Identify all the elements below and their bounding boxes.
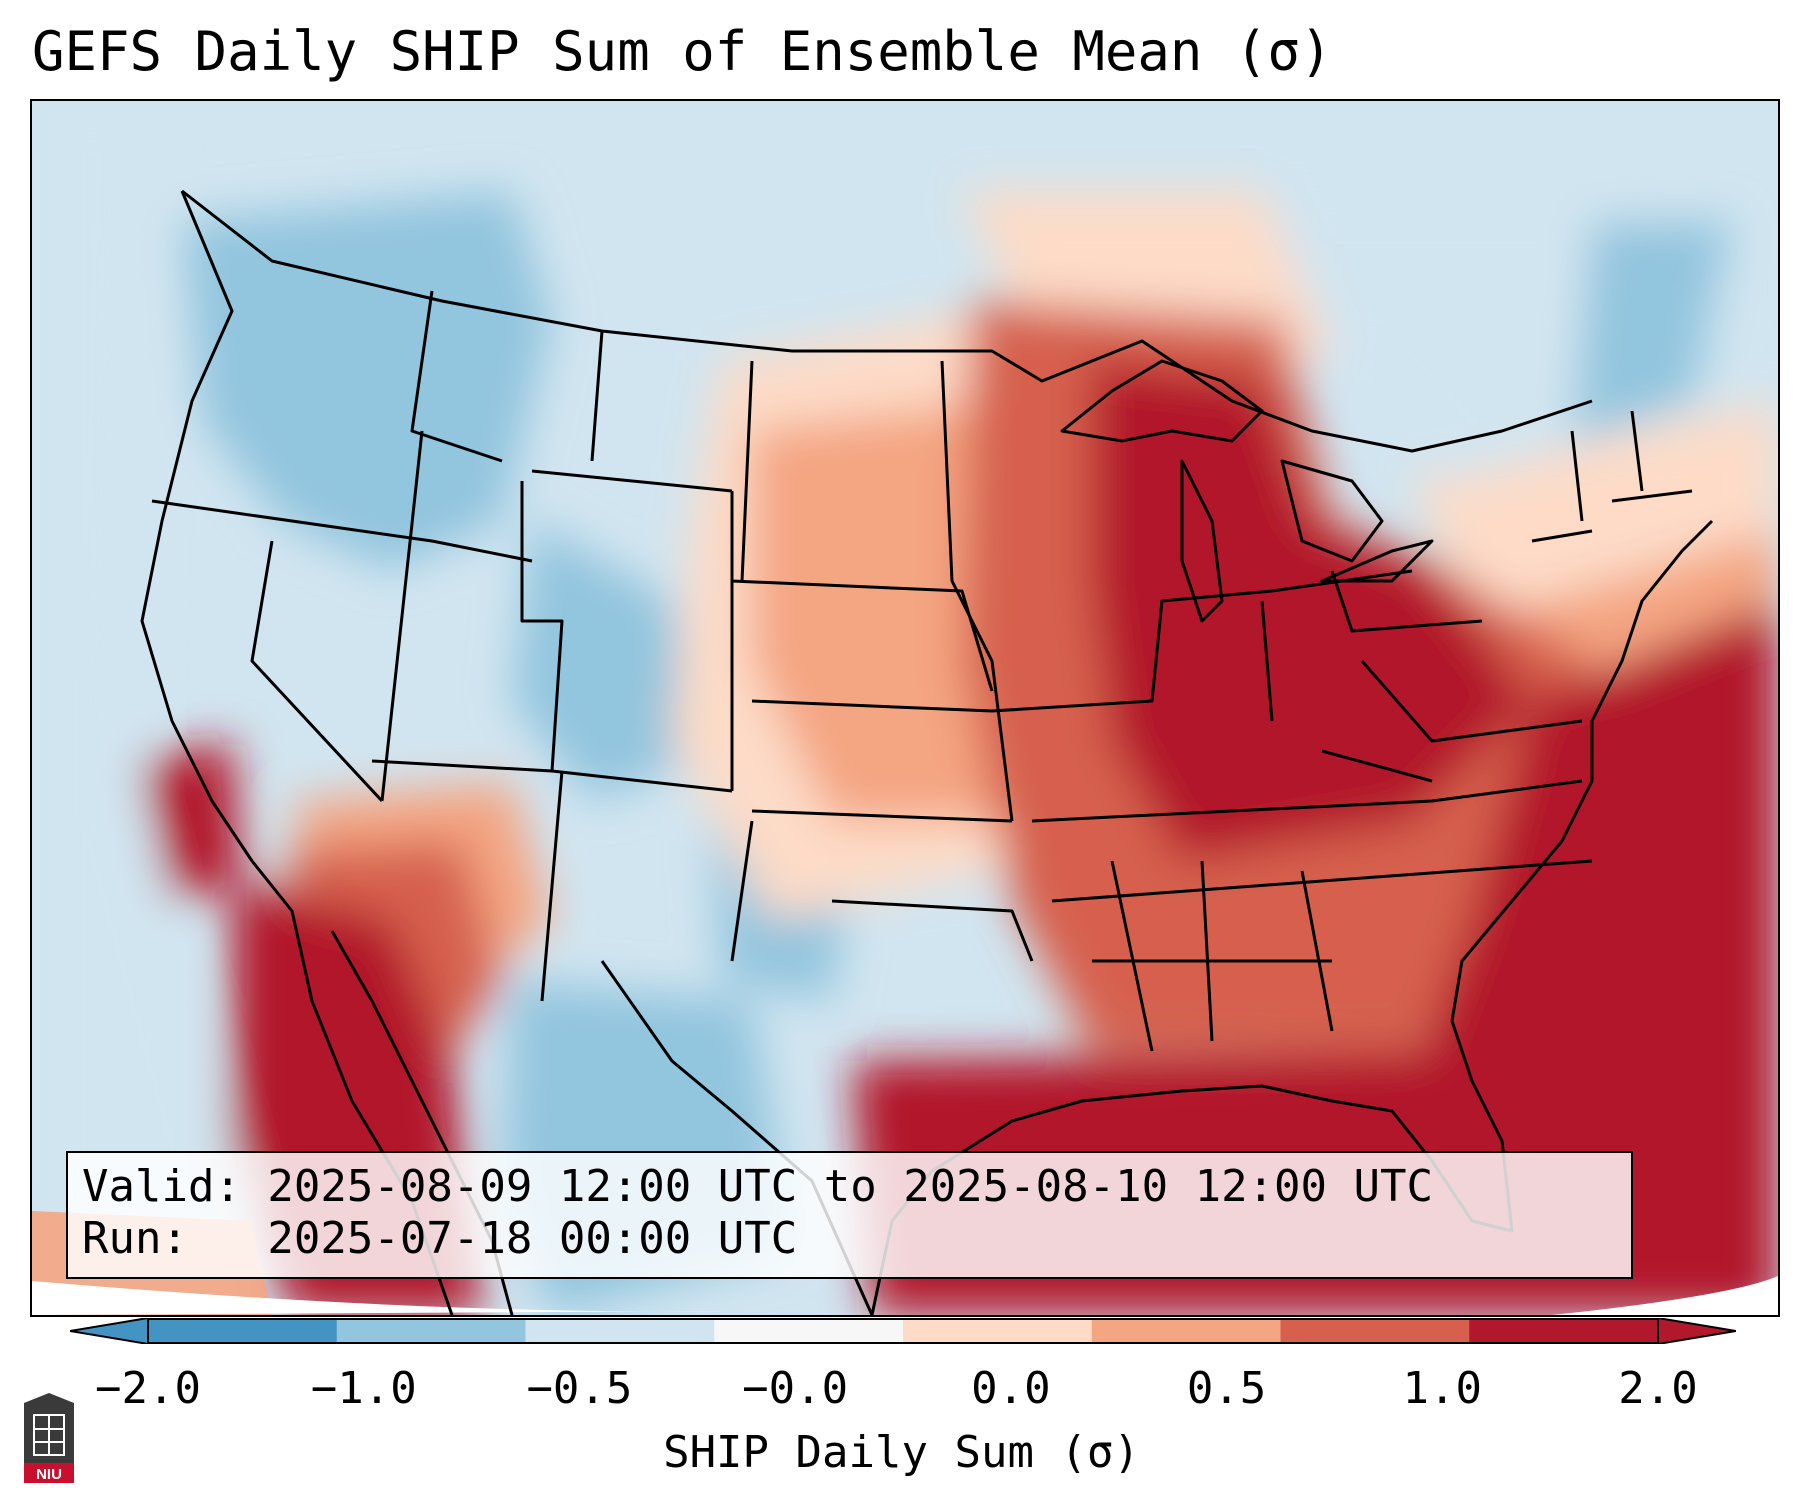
colorbar-outline bbox=[147, 1318, 1659, 1344]
colorbar-tick-label: −1.0 bbox=[310, 1363, 417, 1414]
colorbar-tick-label: 2.0 bbox=[1618, 1363, 1698, 1414]
valid-time-line: Valid: 2025-08-09 12:00 UTC to 2025-08-1… bbox=[82, 1161, 1434, 1212]
colorbar-tick-label: 1.0 bbox=[1402, 1363, 1483, 1414]
colorbar-segment bbox=[148, 1318, 338, 1344]
colorbar-extend-low bbox=[70, 1318, 149, 1344]
chart-title: GEFS Daily SHIP Sum of Ensemble Mean (σ) bbox=[32, 20, 1333, 83]
colorbar-segment bbox=[1280, 1318, 1470, 1344]
colorbar-segment bbox=[336, 1318, 526, 1344]
colorbar bbox=[70, 1318, 1736, 1344]
logo-text: NIU bbox=[36, 1466, 62, 1483]
colorbar-tick-label: 0.0 bbox=[971, 1363, 1051, 1414]
colorbar-segment bbox=[1469, 1318, 1659, 1344]
colorbar-tick-label: −0.5 bbox=[526, 1363, 633, 1414]
colorbar-segment bbox=[714, 1318, 904, 1344]
colorbar-tick-label: −2.0 bbox=[95, 1363, 201, 1414]
colorbar-extend-high bbox=[1657, 1318, 1736, 1344]
colorbar-segment bbox=[903, 1318, 1093, 1344]
colorbar-segment bbox=[525, 1318, 715, 1344]
colorbar-segment bbox=[1091, 1318, 1281, 1344]
valid-run-info-box: Valid: 2025-08-09 12:00 UTC to 2025-08-1… bbox=[66, 1151, 1633, 1279]
colorbar-tick-label: −0.0 bbox=[742, 1363, 849, 1414]
run-time-line: Run: 2025-07-18 00:00 UTC bbox=[82, 1213, 798, 1264]
colorbar-tick-label: 0.5 bbox=[1186, 1363, 1267, 1414]
university-seal-icon: NIU bbox=[24, 1393, 74, 1483]
ship-anomaly-map bbox=[32, 101, 1778, 1315]
map-panel bbox=[30, 99, 1780, 1317]
colorbar-label: SHIP Daily Sum (σ) bbox=[663, 1427, 1140, 1478]
